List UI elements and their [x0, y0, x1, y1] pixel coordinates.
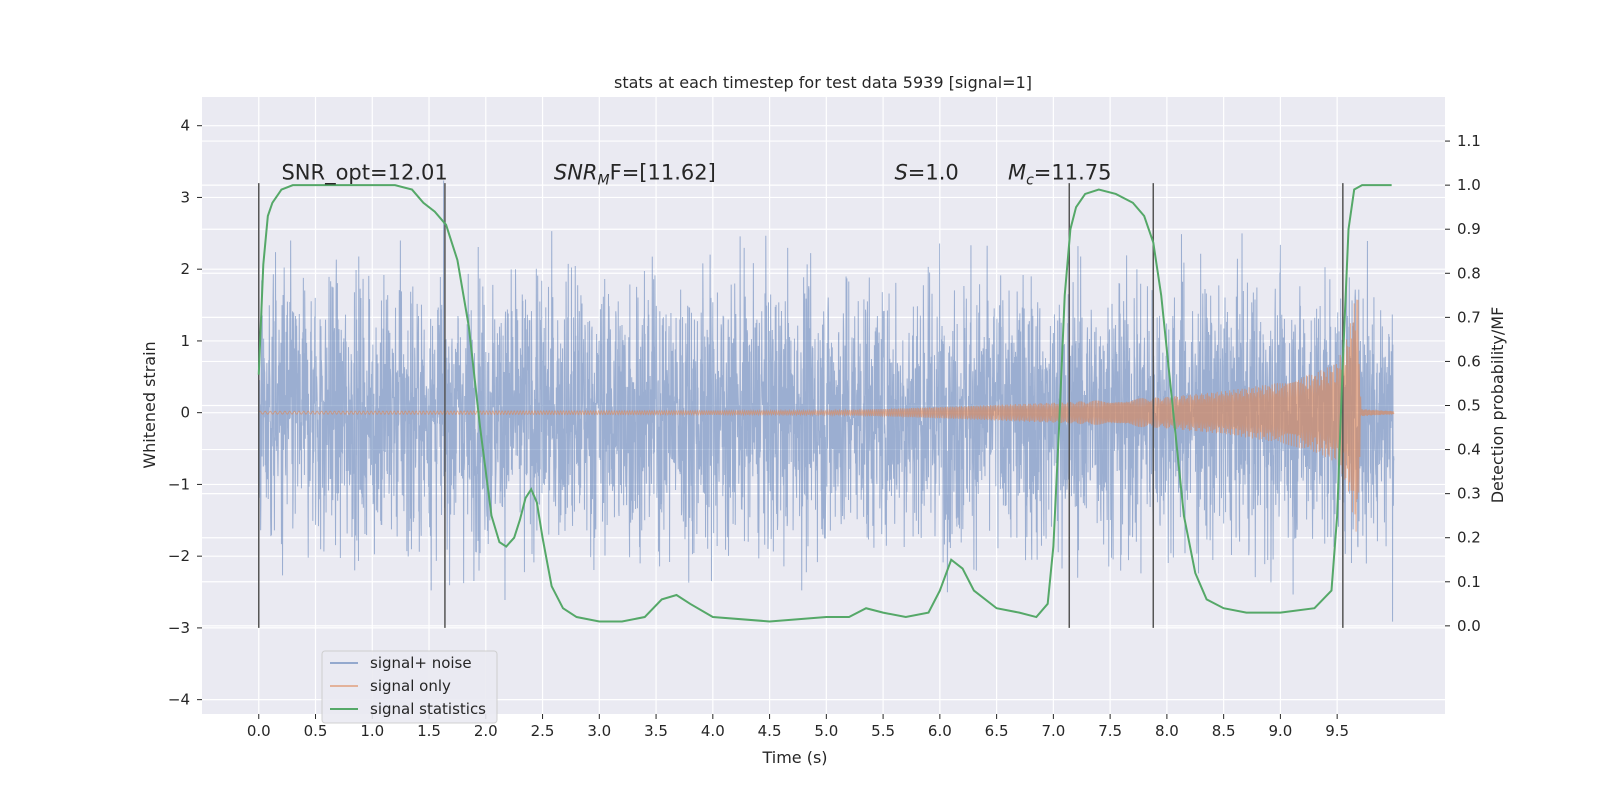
chart-title: stats at each timestep for test data 593… — [614, 73, 1032, 92]
annotation-1: SNRMF=[11.62] — [554, 161, 716, 189]
x-tick-label: 2.0 — [474, 722, 498, 740]
y-tick-label: 1 — [180, 332, 190, 350]
annotation-2: S=1.0 — [894, 161, 958, 185]
y-tick-label: 3 — [180, 188, 190, 206]
y-tick-label: −2 — [168, 547, 190, 565]
x-tick-label: 6.0 — [928, 722, 952, 740]
x-tick-label: 9.0 — [1268, 722, 1292, 740]
signal-only-series — [258, 299, 1395, 532]
y-tick-label: −1 — [168, 475, 190, 493]
annotation-main: SNR — [554, 161, 598, 185]
x-tick-label: 4.0 — [701, 722, 725, 740]
annotation-rest: =1.0 — [908, 161, 959, 185]
y2-axis-label: Detection probability/MF — [1488, 307, 1507, 504]
annotation-rest: F=[11.62] — [610, 161, 716, 185]
y-tick-label: 4 — [180, 117, 190, 135]
y2-tick-label: 0.7 — [1457, 308, 1481, 326]
y-tick-label: −3 — [168, 619, 190, 637]
x-tick-label: 6.5 — [985, 722, 1009, 740]
y-tick-label: 0 — [180, 404, 190, 422]
detection-vlines — [258, 183, 1344, 628]
legend-label-noise: signal+ noise — [370, 654, 472, 672]
y-tick-label: −4 — [168, 691, 190, 709]
x-tick-label: 5.5 — [871, 722, 895, 740]
x-tick-label: 0.5 — [304, 722, 328, 740]
annotation-3: Mc=11.75 — [1008, 161, 1112, 189]
y2-tick-label: 0.6 — [1457, 352, 1481, 370]
signal-only-line — [258, 299, 1395, 532]
x-tick-label: 3.5 — [644, 722, 668, 740]
y2-tick-label: 0.0 — [1457, 617, 1481, 635]
signal-noise-line — [258, 180, 1395, 622]
y2-tick-label: 1.0 — [1457, 176, 1481, 194]
x-tick-label: 5.0 — [814, 722, 838, 740]
y2-tick-label: 0.4 — [1457, 441, 1481, 459]
y2-tick-label: 0.3 — [1457, 485, 1481, 503]
y2-tick-label: 0.5 — [1457, 397, 1481, 415]
x-tick-label: 8.0 — [1155, 722, 1179, 740]
legend-box — [321, 650, 498, 724]
legend-label-statistics: signal statistics — [370, 700, 486, 718]
x-tick-label: 7.5 — [1098, 722, 1122, 740]
annotations: SNR_opt=12.01 SNRMF=[11.62] S=1.0 Mc=11.75 — [281, 161, 1111, 189]
x-tick-label: 0.0 — [247, 722, 271, 740]
y-tick-label: 2 — [180, 260, 190, 278]
x-tick-label: 2.5 — [531, 722, 555, 740]
y2-tick-label: 0.2 — [1457, 529, 1481, 547]
annotation-main: S — [894, 161, 907, 185]
signal-statistics-series — [257, 184, 1392, 623]
x-ticks: 0.0 0.5 1.0 1.5 2.0 2.5 3.0 3.5 4.0 4.5 5.0 5.5 6.0 6… — [247, 714, 1349, 740]
legend: signal+ noise signal only signal statist… — [321, 650, 498, 724]
signal-noise-series — [258, 180, 1395, 622]
y-ticks: 4 3 2 1 0 −1 −2 −3 −4 — [168, 117, 202, 709]
annotation-sub: M — [598, 173, 610, 189]
x-tick-label: 7.0 — [1041, 722, 1065, 740]
y2-tick-label: 0.9 — [1457, 220, 1481, 238]
annotation-0: SNR_opt=12.01 — [281, 161, 447, 186]
y2-tick-label: 0.8 — [1457, 264, 1481, 282]
x-tick-label: 4.5 — [758, 722, 782, 740]
x-tick-label: 8.5 — [1212, 722, 1236, 740]
annotation-main: M — [1008, 161, 1026, 185]
x-tick-label: 1.0 — [360, 722, 384, 740]
y-axis-label: Whitened strain — [140, 341, 159, 468]
x-tick-label: 3.0 — [587, 722, 611, 740]
y2-tick-label: 0.1 — [1457, 573, 1481, 591]
y2-tick-label: 1.1 — [1457, 132, 1481, 150]
annotation-sub: c — [1026, 173, 1034, 189]
x-tick-label: 9.5 — [1325, 722, 1349, 740]
signal-statistics-line — [257, 184, 1392, 623]
legend-label-signal-only: signal only — [370, 677, 451, 695]
annotation-rest: =11.75 — [1034, 161, 1112, 185]
x-axis-label: Time (s) — [761, 748, 827, 767]
x-tick-label: 1.5 — [417, 722, 441, 740]
y2-ticks: 1.1 1.0 0.9 0.8 0.7 0.6 0.5 0.4 0.3 0.2 0.1 0.0 — [1445, 132, 1481, 635]
